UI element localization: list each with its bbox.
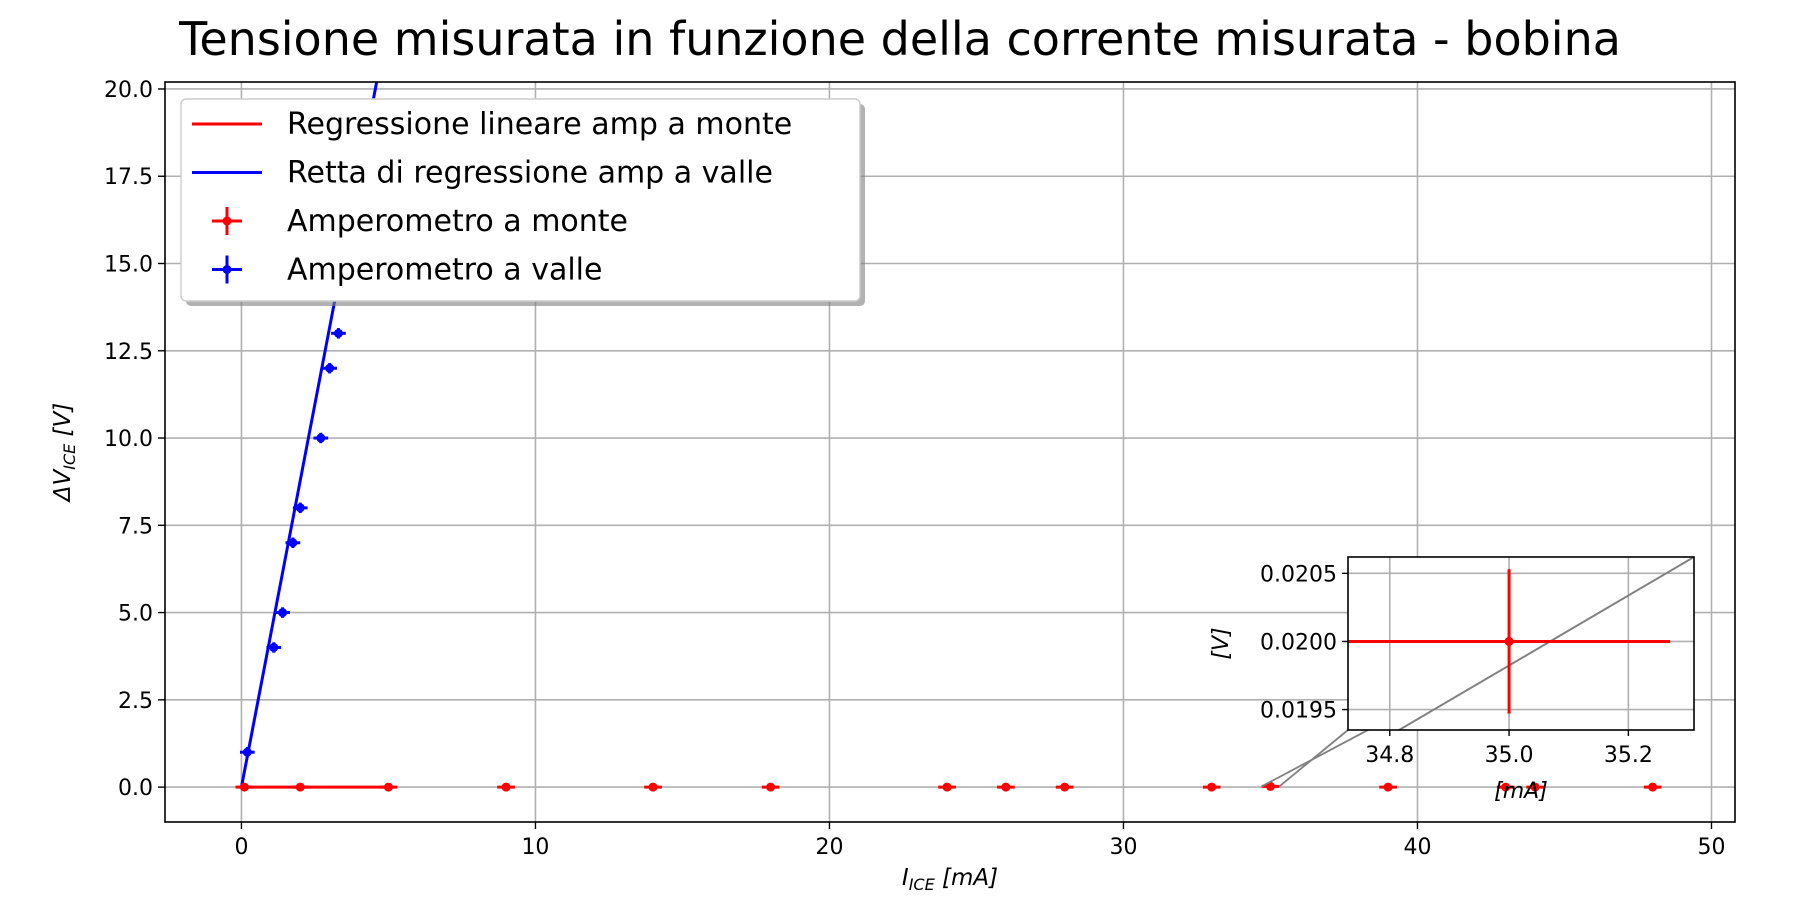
inset-frame bbox=[1347, 556, 1695, 731]
inset-x-tick-label: 35.2 bbox=[1604, 743, 1653, 768]
inset-x-label: [mA] bbox=[1494, 779, 1548, 804]
legend-label: Amperometro a valle bbox=[287, 253, 602, 288]
data-point bbox=[292, 502, 308, 514]
data-point bbox=[761, 782, 780, 792]
main-series bbox=[235, 82, 1662, 792]
data-point bbox=[938, 782, 956, 792]
inset-x-tick-label: 34.8 bbox=[1365, 743, 1414, 768]
data-point bbox=[275, 607, 290, 618]
inset-background bbox=[1348, 557, 1694, 730]
x-axis-label: IICE [mA] bbox=[902, 865, 998, 894]
data-point bbox=[1526, 782, 1544, 792]
legend-label: Retta di regressione amp a valle bbox=[287, 156, 773, 191]
data-point bbox=[291, 782, 310, 792]
data-point bbox=[322, 362, 337, 374]
data-point bbox=[1055, 782, 1074, 792]
y-tick-label: 7.5 bbox=[118, 514, 153, 539]
legend-entry: Regressione lineare amp a monte bbox=[192, 107, 792, 142]
inset-content bbox=[1348, 557, 1694, 730]
data-point bbox=[235, 782, 254, 792]
legend-errorbar-swatch bbox=[212, 255, 242, 284]
y-tick-label: 20.0 bbox=[104, 78, 153, 103]
x-tick-label: 40 bbox=[1403, 835, 1431, 860]
y-tick-label: 12.5 bbox=[104, 340, 153, 365]
x-tick-label: 0 bbox=[234, 835, 248, 860]
legend-errorbar-swatch bbox=[212, 207, 242, 235]
y-tick-label: 2.5 bbox=[118, 689, 153, 714]
data-point bbox=[313, 432, 329, 444]
data-point bbox=[1261, 781, 1280, 791]
legend-entry: Retta di regressione amp a valle bbox=[192, 156, 773, 191]
inset-y-tick-label: 0.0200 bbox=[1260, 630, 1337, 655]
inset-regression-line bbox=[1397, 557, 1694, 730]
data-point bbox=[379, 782, 398, 792]
x-tick-label: 30 bbox=[1109, 835, 1137, 860]
x-tick-label: 50 bbox=[1697, 835, 1725, 860]
legend-box bbox=[180, 98, 861, 302]
legend-entry: Amperometro a monte bbox=[212, 204, 628, 239]
data-point bbox=[497, 782, 515, 792]
y-tick-label: 5.0 bbox=[118, 602, 153, 627]
data-point bbox=[331, 328, 346, 339]
legend-entry: Amperometro a valle bbox=[212, 253, 602, 288]
data-point bbox=[1379, 782, 1397, 792]
data-point bbox=[285, 537, 301, 548]
zoom-connector bbox=[1278, 729, 1349, 788]
inset-y-tick-label: 0.0205 bbox=[1260, 562, 1337, 587]
legend-label: Regressione lineare amp a monte bbox=[287, 107, 792, 142]
main-ticks: 0 10 20 30 40 50 0.0 2.5 5.0 7.5 10.0 12.5 15.0 17.5 2… bbox=[50, 78, 1725, 894]
inset-y-tick-label: 0.0195 bbox=[1260, 699, 1337, 724]
inset-plot: 34.8 35.0 35.2 0.0195 0.0200 0.0205 [mA] [V] bbox=[1209, 556, 1695, 804]
chart-title: Tensione misurata in funzione della corr… bbox=[179, 12, 1621, 66]
y-tick-label: 15.0 bbox=[104, 253, 153, 278]
y-tick-label: 17.5 bbox=[104, 165, 153, 190]
x-tick-label: 10 bbox=[521, 835, 549, 860]
data-point bbox=[997, 782, 1015, 792]
legend-label: Amperometro a monte bbox=[287, 204, 628, 239]
plot-frame bbox=[164, 81, 1736, 823]
data-point bbox=[1643, 782, 1662, 792]
data-point bbox=[266, 642, 282, 653]
inset-x-tick-label: 35.0 bbox=[1485, 743, 1534, 768]
data-point bbox=[644, 782, 662, 792]
y-tick-label: 10.0 bbox=[104, 427, 153, 452]
y-tick-label: 0.0 bbox=[118, 776, 153, 801]
main-axes bbox=[164, 81, 1736, 823]
legend: Regressione lineare amp a monte Retta di … bbox=[180, 98, 865, 306]
data-point bbox=[1496, 782, 1515, 792]
data-point bbox=[239, 746, 255, 758]
inset-y-label: [V] bbox=[1209, 627, 1234, 659]
data-point bbox=[1202, 782, 1221, 792]
x-tick-label: 20 bbox=[815, 835, 843, 860]
y-axis-label: ΔVICE [V] bbox=[50, 403, 79, 503]
inset-data-point bbox=[1348, 569, 1671, 714]
